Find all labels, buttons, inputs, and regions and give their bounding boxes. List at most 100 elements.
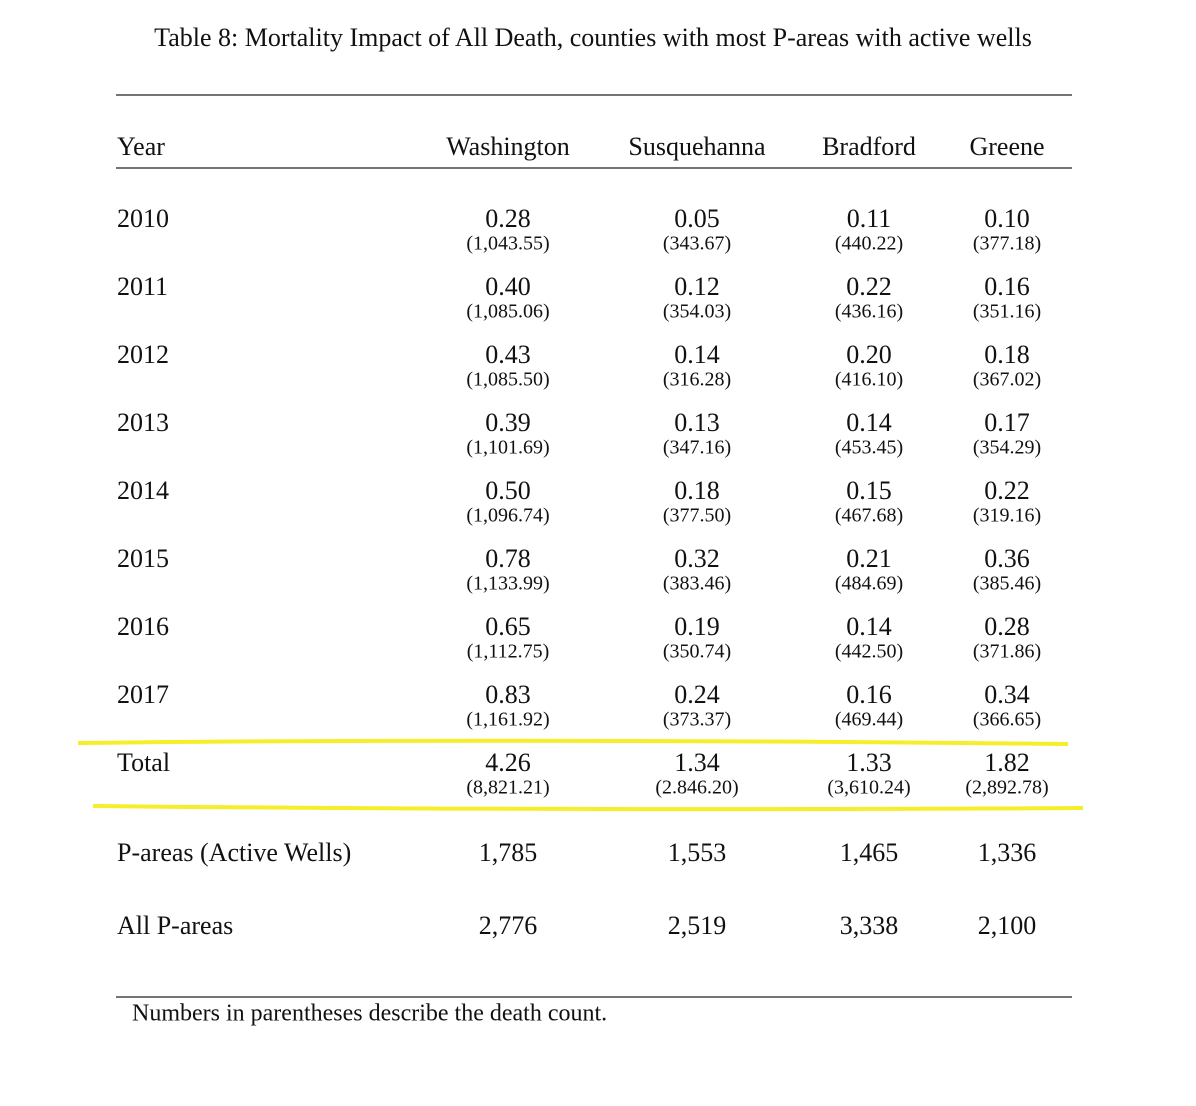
cell-value: 0.20 [846, 340, 892, 369]
cell-count: (350.74) [663, 641, 731, 663]
row-label: P-areas (Active Wells) [117, 838, 351, 867]
cell-count: (367.02) [973, 369, 1041, 391]
cell-value: 2,519 [668, 911, 727, 940]
cell-count: (1,085.50) [466, 369, 549, 391]
cell-count: (1,085.06) [466, 301, 549, 323]
cell-value: 0.10 [984, 204, 1030, 233]
cell-value: 0.16 [984, 272, 1030, 301]
cell-count: (436.16) [835, 301, 903, 323]
cell-value: 1,336 [978, 838, 1037, 867]
cell-value: 0.18 [984, 340, 1030, 369]
cell-count: (347.16) [663, 437, 731, 459]
cell-count: (354.03) [663, 301, 731, 323]
cell-value: 1,553 [668, 838, 727, 867]
cell-value: 1.82 [984, 748, 1030, 777]
cell-value: 0.14 [846, 408, 892, 437]
cell-count: (343.67) [663, 233, 731, 255]
cell-value: 0.11 [847, 204, 892, 233]
column-header: Bradford [822, 132, 916, 161]
cell-count: (366.65) [973, 709, 1041, 731]
cell-value: 0.28 [984, 612, 1030, 641]
cell-value: 1,785 [479, 838, 538, 867]
cell-count: (453.45) [835, 437, 903, 459]
cell-value: 0.24 [674, 680, 720, 709]
cell-value: 0.05 [674, 204, 720, 233]
cell-value: 1.34 [674, 748, 720, 777]
cell-value: 0.19 [674, 612, 720, 641]
cell-count: (8,821.21) [466, 777, 549, 799]
cell-value: 0.36 [984, 544, 1030, 573]
cell-value: 0.16 [846, 680, 892, 709]
row-label: 2011 [117, 272, 168, 301]
caption: Table 8: Mortality Impact of All Death, … [154, 23, 1032, 52]
cell-count: (1,133.99) [466, 573, 549, 595]
cell-count: (3,610.24) [827, 777, 910, 799]
cell-count: (377.18) [973, 233, 1041, 255]
row-label: 2015 [117, 544, 169, 573]
cell-value: 0.22 [846, 272, 892, 301]
cell-count: (316.28) [663, 369, 731, 391]
cell-count: (319.16) [973, 505, 1041, 527]
cell-value: 0.15 [846, 476, 892, 505]
cell-value: 0.43 [485, 340, 531, 369]
row-label: All P-areas [117, 911, 233, 940]
cell-value: 0.17 [984, 408, 1030, 437]
cell-count: (469.44) [835, 709, 903, 731]
cell-count: (1,096.74) [466, 505, 549, 527]
cell-value: 4.26 [485, 748, 531, 777]
column-header: Year [117, 132, 165, 161]
highlight-line [77, 738, 1069, 746]
cell-value: 0.34 [984, 680, 1030, 709]
cell-count: (385.46) [973, 573, 1041, 595]
cell-value: 0.32 [674, 544, 720, 573]
cell-value: 0.39 [485, 408, 531, 437]
cell-value: 0.65 [485, 612, 531, 641]
cell-count: (383.46) [663, 573, 731, 595]
cell-count: (1,161.92) [466, 709, 549, 731]
column-header: Susquehanna [628, 132, 766, 161]
cell-count: (354.29) [973, 437, 1041, 459]
cell-value: 1,465 [840, 838, 899, 867]
cell-value: 0.21 [846, 544, 892, 573]
cell-value: 0.83 [485, 680, 531, 709]
cell-value: 0.13 [674, 408, 720, 437]
footnote: Numbers in parentheses describe the deat… [132, 1001, 607, 1027]
cell-value: 1.33 [846, 748, 892, 777]
row-label: 2012 [117, 340, 169, 369]
cell-count: (442.50) [835, 641, 903, 663]
column-header: Washington [446, 132, 570, 161]
row-label: 2016 [117, 612, 169, 641]
cell-count: (484.69) [835, 573, 903, 595]
row-label: 2010 [117, 204, 169, 233]
cell-value: 0.40 [485, 272, 531, 301]
cell-value: 0.50 [485, 476, 531, 505]
cell-count: (1,101.69) [466, 437, 549, 459]
cell-count: (377.50) [663, 505, 731, 527]
column-header: Greene [969, 132, 1044, 161]
cell-value: 0.22 [984, 476, 1030, 505]
cell-value: 0.12 [674, 272, 720, 301]
cell-count: (373.37) [663, 709, 731, 731]
row-label: 2017 [117, 680, 169, 709]
row-label: 2013 [117, 408, 169, 437]
highlight-line [92, 804, 1084, 812]
cell-value: 0.78 [485, 544, 531, 573]
cell-value: 0.14 [674, 340, 720, 369]
cell-value: 0.14 [846, 612, 892, 641]
cell-value: 3,338 [840, 911, 899, 940]
cell-count: (2,892.78) [965, 777, 1048, 799]
cell-value: 2,100 [978, 911, 1037, 940]
row-label: 2014 [117, 476, 169, 505]
cell-count: (371.86) [973, 641, 1041, 663]
cell-count: (467.68) [835, 505, 903, 527]
cell-count: (1,112.75) [467, 641, 550, 663]
row-label: Total [117, 748, 170, 777]
cell-value: 0.28 [485, 204, 531, 233]
cell-value: 2,776 [479, 911, 538, 940]
cell-count: (416.10) [835, 369, 903, 391]
cell-count: (351.16) [973, 301, 1041, 323]
cell-value: 0.18 [674, 476, 720, 505]
cell-count: (1,043.55) [466, 233, 549, 255]
cell-count: (2.846.20) [655, 777, 738, 799]
